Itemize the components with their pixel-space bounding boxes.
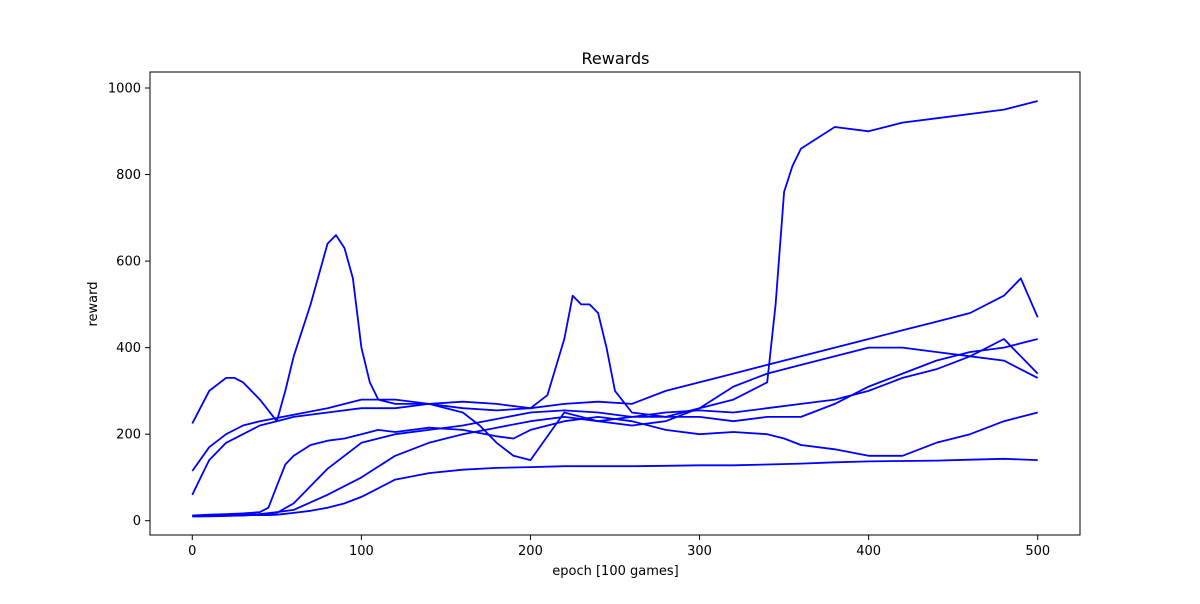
series-line-5 (191, 277, 1039, 472)
x-tick-label: 300 (687, 544, 712, 559)
y-tick-label: 1000 (108, 82, 141, 97)
series-line-3 (191, 234, 1039, 461)
x-tick-label: 400 (856, 544, 881, 559)
x-tick-label: 0 (188, 544, 196, 559)
y-axis-label: reward (86, 281, 101, 326)
x-axis-label: epoch [100 games] (552, 564, 678, 579)
axis-ticks: 0 100 200 300 400 500 0 200 400 600 800 1000 (108, 82, 1050, 559)
x-tick-label: 100 (349, 544, 374, 559)
chart-title: Rewards (582, 49, 650, 68)
x-tick-label: 200 (518, 544, 543, 559)
series-line-1 (192, 457, 1038, 518)
y-tick-label: 400 (116, 341, 141, 356)
plot-frame (149, 71, 1081, 536)
x-tick-label: 500 (1025, 544, 1050, 559)
y-tick-label: 200 (116, 428, 141, 443)
series-group (191, 100, 1039, 518)
y-tick-label: 0 (133, 514, 141, 529)
series-line-7 (192, 338, 1039, 518)
y-tick-label: 800 (116, 168, 141, 183)
series-line-4 (191, 294, 1038, 496)
y-tick-label: 600 (116, 255, 141, 270)
series-line-2 (192, 411, 1038, 517)
